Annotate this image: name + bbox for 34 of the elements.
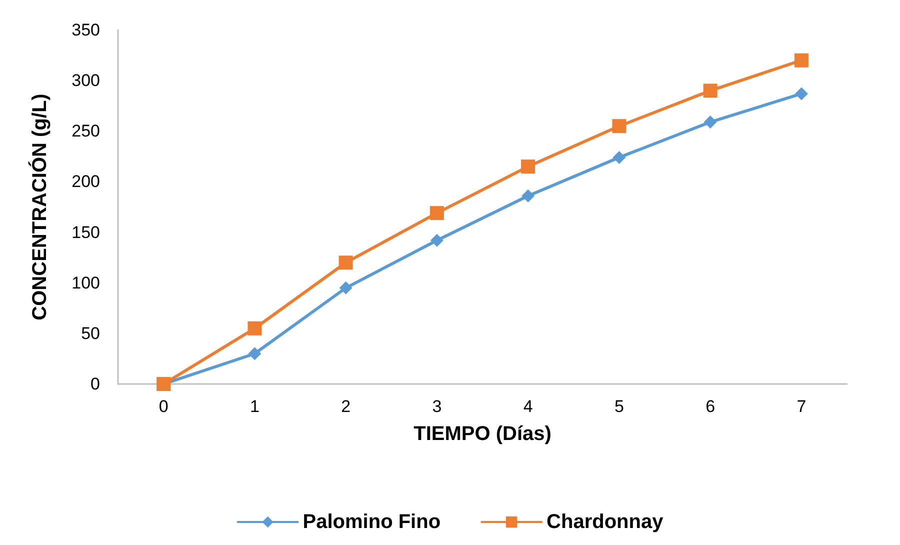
y-tick-label: 200 bbox=[72, 172, 100, 192]
point bbox=[338, 256, 353, 270]
x-tick-label: 1 bbox=[250, 397, 260, 416]
x-tick-label: 0 bbox=[158, 397, 168, 416]
point bbox=[248, 347, 262, 360]
legend-label: Palomino Fino bbox=[302, 511, 441, 533]
point bbox=[522, 189, 535, 202]
y-tick-label: 350 bbox=[72, 20, 100, 40]
point bbox=[521, 160, 536, 174]
x-tick-label: 5 bbox=[614, 397, 624, 416]
point bbox=[612, 150, 626, 164]
point bbox=[704, 116, 717, 129]
x-tick-label: 7 bbox=[796, 397, 806, 416]
x-tick-label: 6 bbox=[706, 397, 716, 416]
x-tick-label: 2 bbox=[341, 397, 351, 416]
y-tick-label: 300 bbox=[72, 71, 100, 90]
y-tick-label: 250 bbox=[72, 122, 100, 141]
point bbox=[430, 234, 444, 247]
y-tick-label: 50 bbox=[81, 324, 100, 343]
point bbox=[612, 119, 626, 134]
point bbox=[794, 53, 808, 68]
point bbox=[248, 321, 262, 336]
y-axis-title: CONCENTRACIÓN (g/L) bbox=[28, 94, 51, 320]
point bbox=[703, 84, 718, 98]
point bbox=[339, 281, 352, 294]
legend-label: Chardonnay bbox=[546, 511, 664, 533]
y-tick-label: 150 bbox=[72, 222, 100, 242]
point bbox=[794, 87, 808, 100]
y-tick-label: 0 bbox=[90, 374, 100, 394]
x-tick-label: 3 bbox=[432, 397, 442, 416]
y-tick-label: 100 bbox=[72, 273, 100, 292]
x-tick-label: 4 bbox=[523, 397, 533, 416]
x-axis-title: TIEMPO (Días) bbox=[414, 423, 552, 445]
point bbox=[430, 206, 444, 220]
